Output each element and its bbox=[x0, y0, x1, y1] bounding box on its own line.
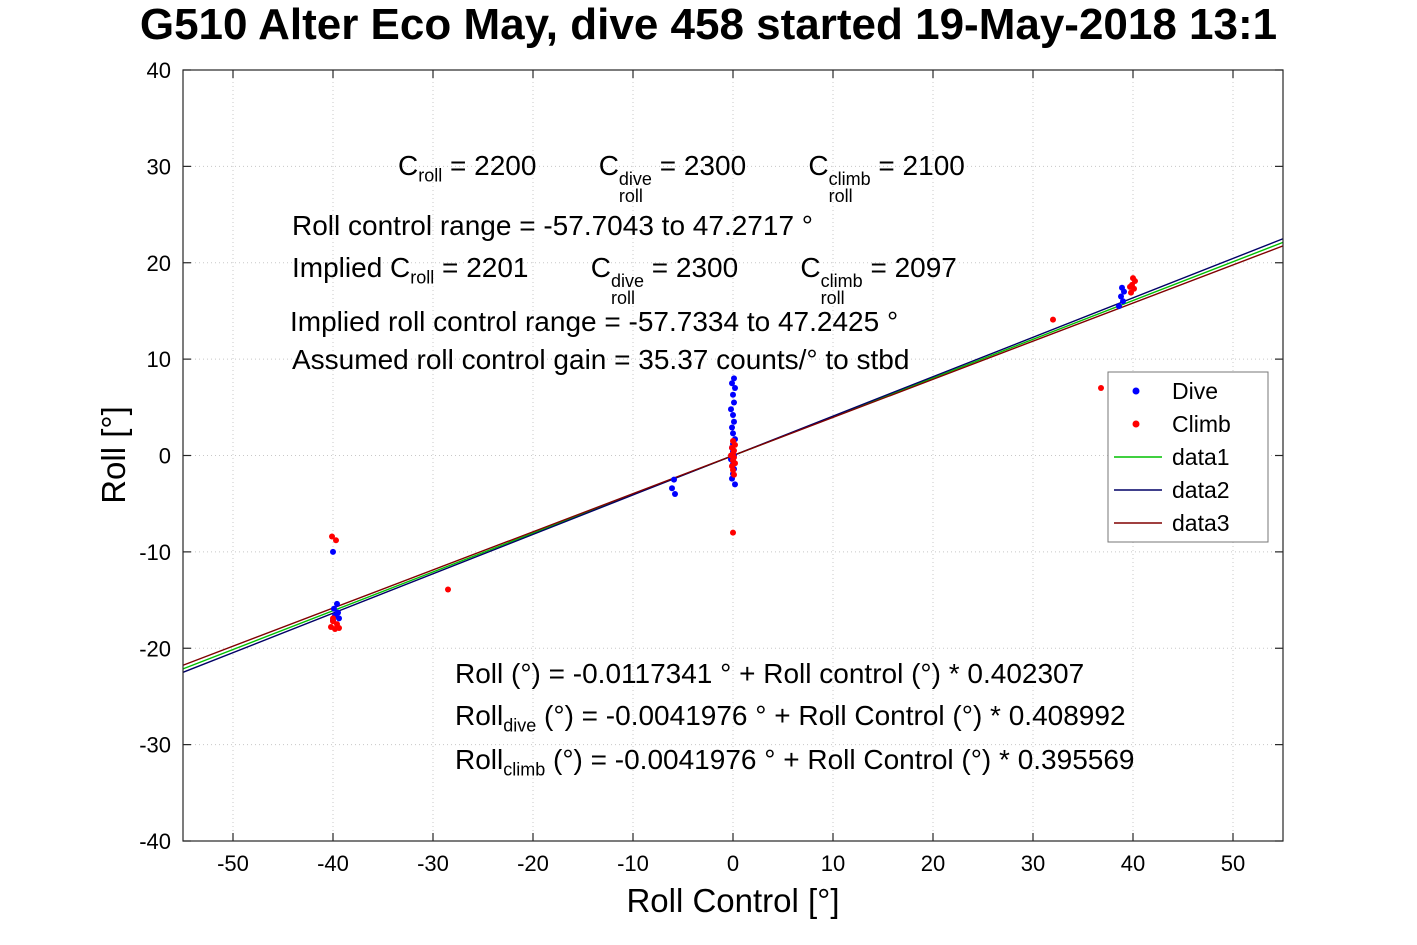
dive-point bbox=[730, 430, 736, 437]
x-tick-labels: -50 -40 -30 -20 -10 0 10 20 30 40 50 bbox=[217, 851, 1245, 876]
legend-label: data2 bbox=[1172, 477, 1230, 503]
dive-point bbox=[1120, 298, 1126, 305]
dive-point bbox=[729, 380, 735, 387]
climb-point bbox=[445, 586, 451, 593]
climb-point bbox=[333, 537, 339, 544]
y-tick-label: -30 bbox=[139, 733, 171, 758]
y-axis-label: Roll [°] bbox=[95, 406, 132, 504]
dive-point bbox=[732, 385, 738, 392]
dive-point bbox=[672, 491, 678, 498]
dive-point bbox=[731, 399, 737, 406]
dive-point bbox=[730, 391, 736, 398]
y-tick-labels: -40 -30 -20 -10 0 10 20 30 40 bbox=[139, 58, 171, 854]
climb-point bbox=[731, 471, 737, 478]
scatter-climb bbox=[328, 275, 1138, 632]
x-tick-label: -10 bbox=[617, 851, 649, 876]
climb-point bbox=[1127, 283, 1133, 290]
climb-point bbox=[330, 615, 336, 622]
x-tick-label: -30 bbox=[417, 851, 449, 876]
grid bbox=[183, 69, 1283, 842]
dive-point bbox=[334, 600, 340, 607]
y-tick-label: -10 bbox=[139, 540, 171, 565]
dive-point bbox=[732, 481, 738, 488]
chart-title: G510 Alter Eco May, dive 458 started 19-… bbox=[139, 0, 1278, 49]
x-tick-label: 20 bbox=[921, 851, 945, 876]
y-tick-label: 40 bbox=[147, 58, 171, 83]
dive-point bbox=[1116, 303, 1122, 310]
y-tick-label: 10 bbox=[147, 347, 171, 372]
dive-point bbox=[729, 424, 735, 431]
y-tick-label: 30 bbox=[147, 154, 171, 179]
climb-point bbox=[1130, 275, 1136, 282]
x-tick-label: 30 bbox=[1021, 851, 1045, 876]
climb-point bbox=[730, 466, 736, 473]
dive-point bbox=[731, 375, 737, 382]
climb-point bbox=[1050, 316, 1056, 323]
dive-point bbox=[330, 548, 336, 555]
x-tick-label: 10 bbox=[821, 851, 845, 876]
legend: Dive Climb data1 data2 data3 bbox=[1107, 371, 1269, 543]
x-tick-label: -50 bbox=[217, 851, 249, 876]
x-tick-label: -40 bbox=[317, 851, 349, 876]
y-tick-label: 0 bbox=[159, 444, 171, 469]
x-tick-label: 0 bbox=[727, 851, 739, 876]
dive-point bbox=[669, 485, 675, 492]
climb-point bbox=[329, 533, 335, 540]
climb-point bbox=[730, 529, 736, 536]
x-tick-label: 50 bbox=[1221, 851, 1245, 876]
climb-point bbox=[336, 625, 342, 632]
y-tick-label: -20 bbox=[139, 636, 171, 661]
y-tick-label: -40 bbox=[139, 829, 171, 854]
legend-label: data3 bbox=[1172, 510, 1230, 536]
dive-point bbox=[1119, 284, 1125, 291]
dive-point bbox=[331, 605, 337, 612]
dive-point bbox=[731, 418, 737, 425]
x-axis-label: Roll Control [°] bbox=[626, 882, 840, 919]
legend-label: Dive bbox=[1172, 378, 1218, 404]
tick-marks bbox=[183, 69, 1283, 842]
legend-label: Climb bbox=[1172, 411, 1231, 437]
y-tick-label: 20 bbox=[147, 251, 171, 276]
dive-point bbox=[671, 476, 677, 483]
x-tick-label: 40 bbox=[1121, 851, 1145, 876]
legend-marker-climb bbox=[1132, 420, 1140, 428]
legend-label: data1 bbox=[1172, 444, 1230, 470]
dive-point bbox=[728, 406, 734, 413]
legend-marker-dive bbox=[1132, 387, 1140, 395]
x-tick-label: -20 bbox=[517, 851, 549, 876]
dive-point bbox=[1118, 293, 1124, 300]
dive-point bbox=[336, 615, 342, 622]
dive-point bbox=[730, 412, 736, 419]
climb-point bbox=[1098, 385, 1104, 392]
